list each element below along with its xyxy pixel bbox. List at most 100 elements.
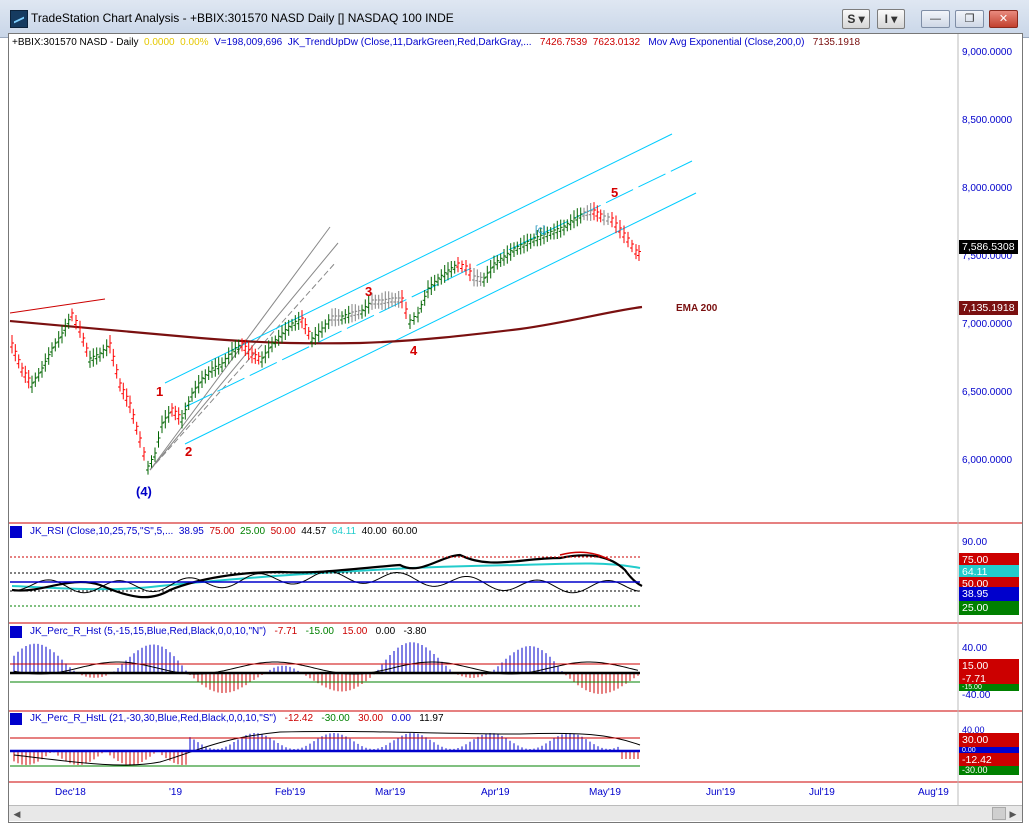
price-axis-label: 7,500.0000 xyxy=(962,251,1013,262)
wave-label-4: 4 xyxy=(410,343,418,358)
wave-label-5: 5 xyxy=(611,185,619,200)
strategy-menu-button[interactable]: S ▾ xyxy=(842,9,870,29)
time-axis-label: Mar'19 xyxy=(375,787,406,798)
price-axis-label: 6,500.0000 xyxy=(962,387,1013,398)
perc-tag-minus15: -15.00 xyxy=(959,684,1019,691)
perc-pane-icon[interactable] xyxy=(10,626,22,638)
rsi-name: JK_RSI (Close,10,25,75,"S",5,... xyxy=(30,526,174,537)
perc-tag-7: -7.71 xyxy=(959,672,1019,686)
app-icon xyxy=(10,10,28,28)
fib-fan-lines xyxy=(149,226,339,471)
rsi-tag-38: 38.95 xyxy=(959,587,1019,601)
perc-value-4: 0.00 xyxy=(375,626,396,637)
rsi-value-6: 64.11 xyxy=(331,526,357,537)
percl-legend: JK_Perc_R_HstL (21,-30,30,Blue,Red,Black… xyxy=(30,713,444,724)
price-axis-label: 8,000.0000 xyxy=(962,183,1013,194)
perc-value-3: 15.00 xyxy=(342,626,368,637)
resistance-line xyxy=(9,298,106,314)
rsi-tag-25: 25.00 xyxy=(959,601,1019,615)
perc-r-histogram xyxy=(13,642,639,694)
indicator-menu-button[interactable]: I ▾ xyxy=(877,9,905,29)
percl-value-1: -12.42 xyxy=(284,713,314,724)
time-axis-label: Apr'19 xyxy=(481,787,510,798)
percl-tag-0: 0.00 xyxy=(959,747,1019,754)
rsi-value-8: 60.00 xyxy=(392,526,418,537)
fan-line xyxy=(149,226,331,471)
price-axis-label: 6,000.0000 xyxy=(962,455,1013,466)
percl-value-2: -30.00 xyxy=(321,713,350,724)
trend-value-2: 7623.0132 xyxy=(592,37,641,48)
wave-label-3: 3 xyxy=(365,284,373,299)
rsi-pane-icon[interactable] xyxy=(10,526,22,538)
percl-value-3: 30.00 xyxy=(358,713,384,724)
time-axis-label: Dec'18 xyxy=(55,787,86,798)
ma-indicator-label: Mov Avg Exponential (Close,200,0) xyxy=(648,37,805,48)
perc-tag-15: 15.00 xyxy=(959,659,1019,673)
perc-value-5: -3.80 xyxy=(403,626,427,637)
percl-name: JK_Perc_R_HstL (21,-30,30,Blue,Red,Black… xyxy=(30,713,277,724)
percl-value-5: 11.97 xyxy=(419,713,444,724)
ma-value: 7135.1918 xyxy=(812,37,861,48)
percl-tag-minus12: -12.42 xyxy=(959,753,1019,767)
scroll-right-icon[interactable]: ▶ xyxy=(1009,809,1017,819)
wave-label-2: 2 xyxy=(185,444,193,459)
ema-price-tag: 7,135.1918 xyxy=(959,301,1018,315)
percl-pane-icon[interactable] xyxy=(10,713,22,725)
percl-value-4: 0.00 xyxy=(391,713,411,724)
main-legend: +BBIX:301570 NASD - Daily 0.0000 0.00% V… xyxy=(12,37,860,48)
perc-legend: JK_Perc_R_Hst (5,-15,15,Blue,Red,Black,0… xyxy=(30,626,426,637)
perc-value-1: -7.71 xyxy=(274,626,298,637)
title-bar: TradeStation Chart Analysis - +BBIX:3015… xyxy=(0,0,1029,38)
time-axis-label: Jul'19 xyxy=(809,787,835,798)
rsi-lines xyxy=(11,551,643,599)
fan-line xyxy=(149,261,337,471)
ema-200-line xyxy=(9,305,643,345)
horizontal-scrollbar[interactable]: ◀ ▶ xyxy=(9,805,1022,821)
time-axis-label: Jun'19 xyxy=(706,787,736,798)
channel-upper-line xyxy=(164,133,673,384)
time-axis-label: May'19 xyxy=(589,787,621,798)
scroll-thumb[interactable] xyxy=(992,807,1006,820)
chart-frame xyxy=(8,33,1023,823)
change-pct: 0.00% xyxy=(180,37,209,48)
trend-value-1: 7426.7539 xyxy=(539,37,588,48)
time-axis-label: '19 xyxy=(169,787,183,798)
minimize-button[interactable]: — xyxy=(921,10,950,28)
channel-lower-line xyxy=(184,192,697,445)
rsi-value-3: 25.00 xyxy=(240,526,266,537)
rsi-tag-64: 64.11 xyxy=(959,565,1019,579)
price-axis-label: 8,500.0000 xyxy=(962,115,1013,126)
percl-tag-minus30: -30.00 xyxy=(959,766,1019,775)
rsi-value-1: 38.95 xyxy=(178,526,204,537)
rsi-value-7: 40.00 xyxy=(361,526,387,537)
perc-value-2: -15.00 xyxy=(305,626,334,637)
time-axis-label: Feb'19 xyxy=(275,787,306,798)
ema-label: EMA 200 xyxy=(676,303,718,314)
percl-tag-30: 30.00 xyxy=(959,733,1019,747)
price-axis-label: 7,000.0000 xyxy=(962,319,1013,330)
volume-value: V=198,009,696 xyxy=(214,37,283,48)
window-title: TradeStation Chart Analysis - +BBIX:3015… xyxy=(31,11,454,25)
wave-label-minus4: (4) xyxy=(136,484,152,499)
last-price-tag: 7,586.5308 xyxy=(959,240,1018,254)
rsi-value-4: 50.00 xyxy=(270,526,296,537)
fan-line xyxy=(149,242,339,471)
rsi-value-2: 75.00 xyxy=(209,526,235,537)
wave-label-1: 1 xyxy=(156,384,164,399)
trend-indicator-label: JK_TrendUpDw (Close,11,DarkGreen,Red,Dar… xyxy=(287,37,532,48)
rsi-value-5: 44.57 xyxy=(301,526,327,537)
change-value: 0.0000 xyxy=(144,37,175,48)
symbol-label: +BBIX:301570 NASD - Daily xyxy=(12,37,139,48)
perc-axis-label: 40.00 xyxy=(962,643,988,654)
scroll-left-icon[interactable]: ◀ xyxy=(13,809,21,819)
perc-r-histogram-long xyxy=(13,730,641,766)
rsi-tag-75: 75.00 xyxy=(959,553,1019,567)
price-axis-label: 9,000.0000 xyxy=(962,47,1013,58)
wave-label-c: [c] xyxy=(535,225,546,236)
close-button[interactable]: ✕ xyxy=(989,10,1018,28)
price-bars xyxy=(10,202,641,475)
maximize-button[interactable]: ❐ xyxy=(955,10,984,28)
percl-axis-label: 40.00 xyxy=(962,725,985,733)
perc-axis-label: -40.00 xyxy=(962,690,991,701)
